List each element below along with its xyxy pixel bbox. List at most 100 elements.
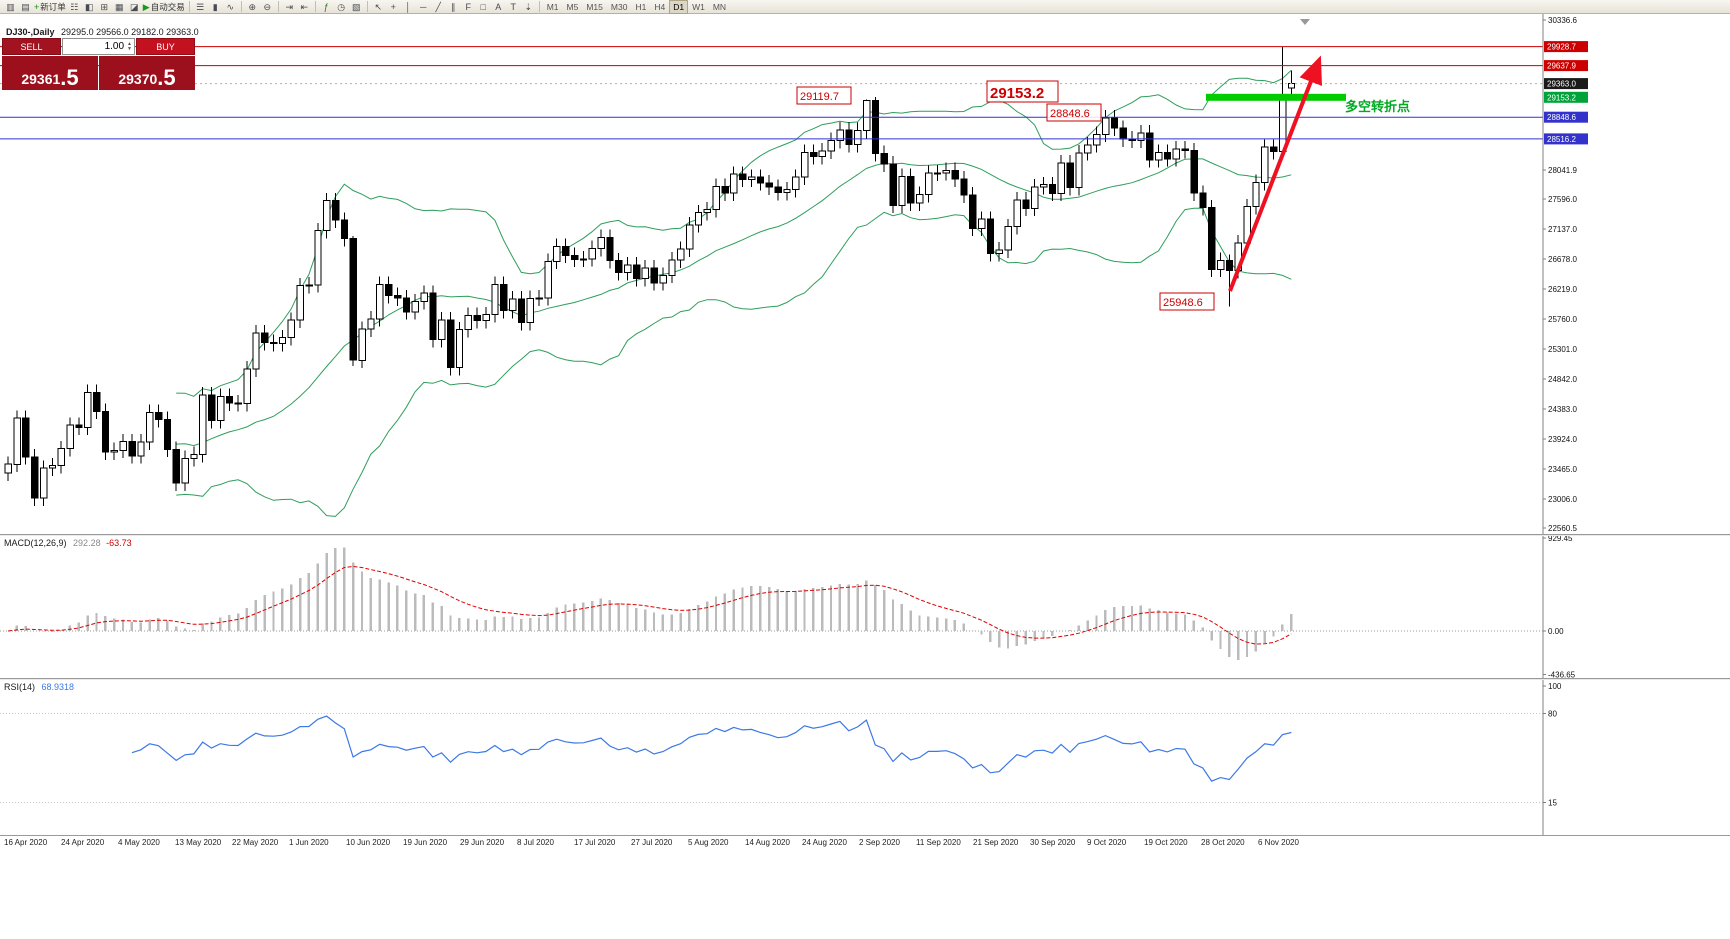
toolbar-fibonacci-icon[interactable]: F <box>465 1 471 12</box>
time-axis-label: 28 Oct 2020 <box>1201 838 1245 847</box>
toolbar-templates-icon[interactable]: ▧ <box>351 1 361 12</box>
svg-text:24383.0: 24383.0 <box>1548 405 1577 414</box>
toolbar-strategy-tester-icon[interactable]: ◪ <box>130 1 139 12</box>
macd-indicator-canvas[interactable]: 929.45 0.00 -436.65 <box>0 536 1730 678</box>
volume-decrease-arrow[interactable]: ▼ <box>127 45 132 52</box>
svg-text:25301.0: 25301.0 <box>1548 345 1577 354</box>
support-band[interactable] <box>1206 93 1346 101</box>
time-axis-label: 8 Jul 2020 <box>517 838 554 847</box>
chart-annotation-1[interactable]: 29153.2 <box>990 85 1044 102</box>
svg-text:29637.9: 29637.9 <box>1547 62 1576 71</box>
price-label-box[interactable] <box>1046 103 1102 122</box>
svg-text:80: 80 <box>1548 709 1557 718</box>
toolbar-periods-icon[interactable]: ◷ <box>337 1 346 12</box>
chart-annotation-4[interactable]: 多空转折点 <box>1345 99 1410 114</box>
timeframe-m1-button[interactable]: M1 <box>546 1 559 12</box>
toolbar-data-window-icon[interactable]: ◧ <box>85 1 94 12</box>
time-axis-label: 17 Jul 2020 <box>574 838 616 847</box>
toolbar-auto-trading-icon[interactable]: ▶ 自动交易 <box>142 1 185 12</box>
rsi-indicator-canvas[interactable]: 100 80 15 <box>0 680 1730 835</box>
timeframe-mn-button[interactable]: MN <box>712 1 727 12</box>
toolbar-chart-shift-icon[interactable]: ⇤ <box>300 1 308 12</box>
volume-value: 1.00 <box>104 41 125 52</box>
sell-price-decimal: .5 <box>60 65 79 90</box>
chart-ohlc-header: DJ30-,Daily 29295.0 29566.0 29182.0 2936… <box>6 27 199 37</box>
toolbar-separator <box>240 1 242 12</box>
toolbar-separator <box>188 1 190 12</box>
timeframe-h4-button[interactable]: H4 <box>654 1 666 12</box>
chart-annotation-3[interactable]: 25948.6 <box>1163 297 1203 309</box>
svg-text:24842.0: 24842.0 <box>1548 375 1577 384</box>
trend-arrow[interactable] <box>1228 55 1322 292</box>
chart-annotation-0[interactable]: 29119.7 <box>800 91 839 103</box>
timeframe-switcher: M1 M5 M15 M30 H1 H4 D1 W1 MN <box>543 0 730 14</box>
rsi-axis[interactable]: 100 80 15 <box>1542 680 1562 835</box>
toolbar-indicators-icon[interactable]: ƒ <box>323 1 329 12</box>
toolbar-navigator-icon[interactable]: ⊞ <box>100 1 109 12</box>
price-axis[interactable]: 30336.6 28041.9 27596.0 27137.0 26678.0 26219… <box>1542 14 1588 534</box>
time-axis-label: 1 Jun 2020 <box>289 838 329 847</box>
svg-text:-436.65: -436.65 <box>1548 671 1576 678</box>
toolbar-text-icon[interactable]: A <box>495 1 502 12</box>
time-axis-label: 14 Aug 2020 <box>745 838 790 847</box>
price-label-box[interactable] <box>1159 292 1215 311</box>
toolbar-bar-chart-mode-icon[interactable]: ☰ <box>196 1 205 12</box>
macd-main-value: 292.28 <box>73 538 101 548</box>
time-axis-label: 10 Jun 2020 <box>346 838 391 847</box>
buy-price-display[interactable]: 29370 .5 <box>99 56 195 90</box>
time-axis-label: 6 Nov 2020 <box>1258 838 1299 847</box>
toolbar-auto-scroll-icon[interactable]: ⇥ <box>285 1 293 12</box>
toolbar-equidistant-channel-icon[interactable]: ∥ <box>450 1 456 12</box>
time-axis-label: 24 Apr 2020 <box>61 838 105 847</box>
toolbar-trendline-icon[interactable]: ╱ <box>435 1 441 12</box>
scroll-to-end-marker <box>1300 19 1310 25</box>
timeframe-w1-button[interactable]: W1 <box>692 1 705 12</box>
toolbar-zoom-in-icon[interactable]: ⊕ <box>248 1 256 12</box>
volume-increase-arrow[interactable]: ▲ <box>127 40 132 47</box>
toolbar-arrows-icon[interactable]: ⇣ <box>524 1 532 12</box>
svg-text:25760.0: 25760.0 <box>1548 315 1577 324</box>
price-label-box[interactable] <box>986 80 1059 103</box>
svg-text:23006.0: 23006.0 <box>1548 495 1577 504</box>
chart-annotation-2[interactable]: 28848.6 <box>1050 108 1090 120</box>
toolbar-new-chart-icon[interactable]: ▥ <box>6 1 15 12</box>
timeframe-d1-button[interactable]: D1 <box>669 0 689 14</box>
timeframe-m15-button[interactable]: M15 <box>586 1 603 12</box>
toolbar-cursor-icon[interactable]: ↖ <box>374 1 382 12</box>
price-chart-canvas[interactable]: 29119.7 29153.2 28848.6 25948.6 多空转折点 30336.6… <box>0 14 1730 534</box>
time-axis-label: 29 Jun 2020 <box>460 838 505 847</box>
time-axis-label: 9 Oct 2020 <box>1087 838 1127 847</box>
time-axis-label: 13 May 2020 <box>175 838 222 847</box>
toolbar-separator <box>366 1 368 12</box>
toolbar-candlestick-mode-icon[interactable]: ▮ <box>212 1 218 12</box>
time-axis-label: 19 Jun 2020 <box>403 838 448 847</box>
toolbar-shapes-icon[interactable]: □ <box>480 1 486 12</box>
sell-button[interactable]: SELL <box>2 38 61 55</box>
macd-histogram <box>15 547 1293 660</box>
toolbar-zoom-out-icon[interactable]: ⊖ <box>263 1 271 12</box>
toolbar-terminal-icon[interactable]: ▦ <box>115 1 124 12</box>
toolbar-separator <box>314 1 316 12</box>
panel-divider-rsi[interactable] <box>0 678 1730 680</box>
toolbar-separator <box>538 1 540 12</box>
time-axis[interactable]: 16 Apr 2020 24 Apr 2020 4 May 2020 13 May 2… <box>0 835 1730 852</box>
sell-price-display[interactable]: 29361 .5 <box>2 56 98 90</box>
timeframe-m5-button[interactable]: M5 <box>566 1 579 12</box>
panel-divider-macd[interactable] <box>0 534 1730 536</box>
macd-axis[interactable]: 929.45 0.00 -436.65 <box>1542 536 1576 678</box>
toolbar-line-chart-mode-icon[interactable]: ∿ <box>226 1 234 12</box>
toolbar-vertical-line-icon[interactable]: │ <box>405 1 412 12</box>
time-axis-label: 2 Sep 2020 <box>859 838 900 847</box>
price-label-box[interactable] <box>796 86 852 105</box>
macd-signal-line <box>7 565 1292 645</box>
toolbar-horizontal-line-icon[interactable]: ─ <box>420 1 427 12</box>
toolbar-crosshair-icon[interactable]: + <box>390 1 396 12</box>
buy-button[interactable]: BUY <box>136 38 195 55</box>
toolbar-new-order-icon[interactable]: + 新订单 <box>34 1 66 12</box>
timeframe-h1-button[interactable]: H1 <box>635 1 647 12</box>
toolbar-market-watch-icon[interactable]: ☷ <box>70 1 79 12</box>
volume-input[interactable]: 1.00 ▲ ▼ <box>62 38 135 55</box>
timeframe-m30-button[interactable]: M30 <box>610 1 628 12</box>
toolbar-chart-profiles-icon[interactable]: ▤ <box>21 1 30 12</box>
toolbar-text-label-icon[interactable]: T <box>510 1 516 12</box>
